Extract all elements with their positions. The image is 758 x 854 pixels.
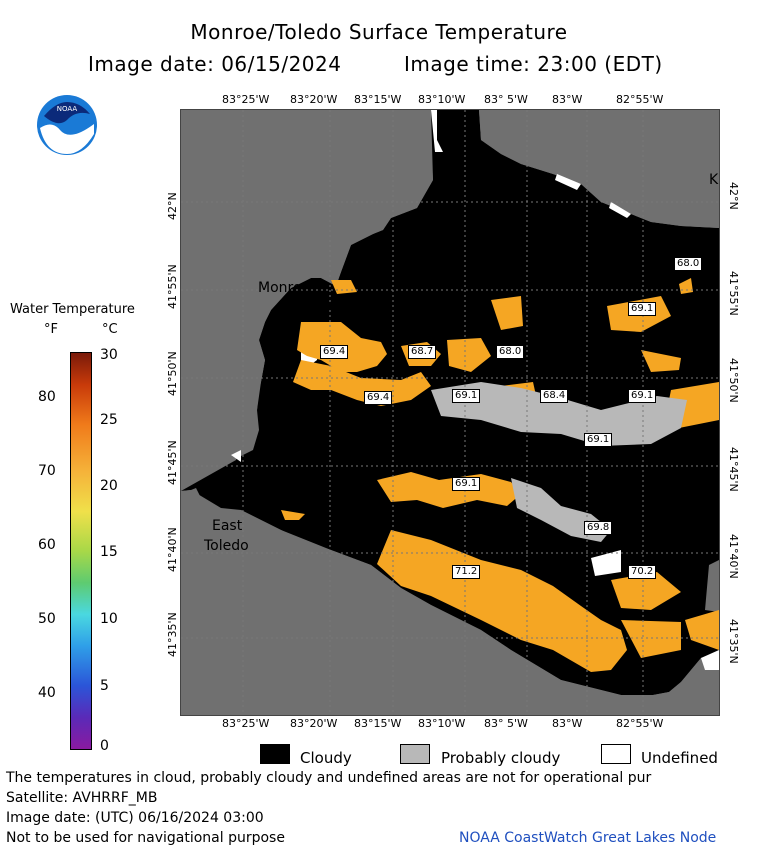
temp-label: 69.8 [584,521,613,535]
place-k: K [709,172,719,188]
bottom-lon-label: 83°W [552,717,583,730]
legend-cloudy-label: Cloudy [300,749,352,767]
colorbar-c-tick: 30 [100,347,118,363]
temp-label: 69.1 [452,477,481,491]
temp-label: 70.2 [628,565,657,579]
legend-undefined-swatch [601,744,631,764]
monroe-marker [323,302,331,310]
noaa-logo-text: NOAA [57,105,78,113]
colorbar [70,352,92,750]
right-lat-label: 41°50'N [727,358,740,403]
temp-label: 68.0 [674,257,703,271]
right-lat-label: 41°40'N [727,534,740,579]
noaa-logo: NOAA [36,94,98,156]
colorbar-c-tick: 25 [100,412,118,428]
bottom-lon-label: 83°25'W [222,717,270,730]
temp-label: 71.2 [452,565,481,579]
colorbar-f-tick: 80 [38,389,56,405]
left-lat-label: 41°55'N [166,264,179,309]
map-frame [180,109,720,716]
unit-f: °F [44,322,58,337]
temp-label: 69.4 [364,391,393,405]
place-monroe: Monroe [258,280,311,296]
map-title: Monroe/Toledo Surface Temperature [190,20,568,44]
legend-probably-cloudy-swatch [400,744,430,764]
bottom-lon-label: 83°20'W [290,717,338,730]
unit-c: °C [102,322,118,337]
legend-undefined-label: Undefined [641,749,718,767]
left-lat-label: 42°N [166,192,179,220]
bottom-lon-label: 83°10'W [418,717,466,730]
colorbar-c-tick: 10 [100,611,118,627]
image-time: Image time: 23:00 (EDT) [404,52,663,76]
left-lat-label: 41°40'N [166,527,179,572]
colorbar-f-tick: 50 [38,611,56,627]
top-lon-label: 83°25'W [222,93,270,106]
colorbar-f-tick: 60 [38,537,56,553]
left-lat-label: 41°50'N [166,351,179,396]
colorbar-c-tick: 20 [100,478,118,494]
legend-probably-cloudy-label: Probably cloudy [441,749,561,767]
warm-water-patches [281,278,719,672]
footer-utc-date: Image date: (UTC) 06/16/2024 03:00 [6,810,264,826]
footer-note: The temperatures in cloud, probably clou… [6,770,652,786]
graticule [181,110,719,715]
temp-label: 68.4 [540,389,569,403]
temp-label: 69.1 [628,389,657,403]
left-lat-label: 41°35'N [166,612,179,657]
colorbar-f-tick: 70 [38,463,56,479]
legend-cloudy-swatch [260,744,290,764]
footer-credit: NOAA CoastWatch Great Lakes Node [459,830,717,846]
temp-label: 69.1 [628,302,657,316]
colorbar-f-tick: 40 [38,685,56,701]
temp-label: 68.7 [408,345,437,359]
footer-satellite: Satellite: AVHRRF_MB [6,790,158,806]
colorbar-c-tick: 0 [100,738,109,754]
toledo-marker [231,493,239,501]
temp-label: 69.1 [452,389,481,403]
top-lon-label: 83°W [552,93,583,106]
colorbar-title: Water Temperature [10,302,135,317]
top-lon-label: 83° 5'W [484,93,528,106]
footer-nav-warning: Not to be used for navigational purpose [6,830,285,846]
top-lon-label: 82°55'W [616,93,664,106]
colorbar-c-tick: 5 [100,678,109,694]
bottom-lon-label: 83°15'W [354,717,402,730]
image-date: Image date: 06/15/2024 [88,52,342,76]
colorbar-c-tick: 15 [100,544,118,560]
map-canvas [181,110,719,715]
bottom-lon-label: 83° 5'W [484,717,528,730]
top-lon-label: 83°10'W [418,93,466,106]
right-lat-label: 42°N [727,182,740,210]
left-lat-label: 41°45'N [166,440,179,485]
temp-label: 69.4 [320,345,349,359]
right-lat-label: 41°55'N [727,271,740,316]
temp-label: 69.1 [584,433,613,447]
temp-label: 68.0 [496,345,525,359]
place-toledo: Toledo [204,538,249,554]
bottom-lon-label: 82°55'W [616,717,664,730]
top-lon-label: 83°15'W [354,93,402,106]
right-lat-label: 41°35'N [727,619,740,664]
place-east: East [212,518,243,534]
right-lat-label: 41°45'N [727,447,740,492]
top-lon-label: 83°20'W [290,93,338,106]
